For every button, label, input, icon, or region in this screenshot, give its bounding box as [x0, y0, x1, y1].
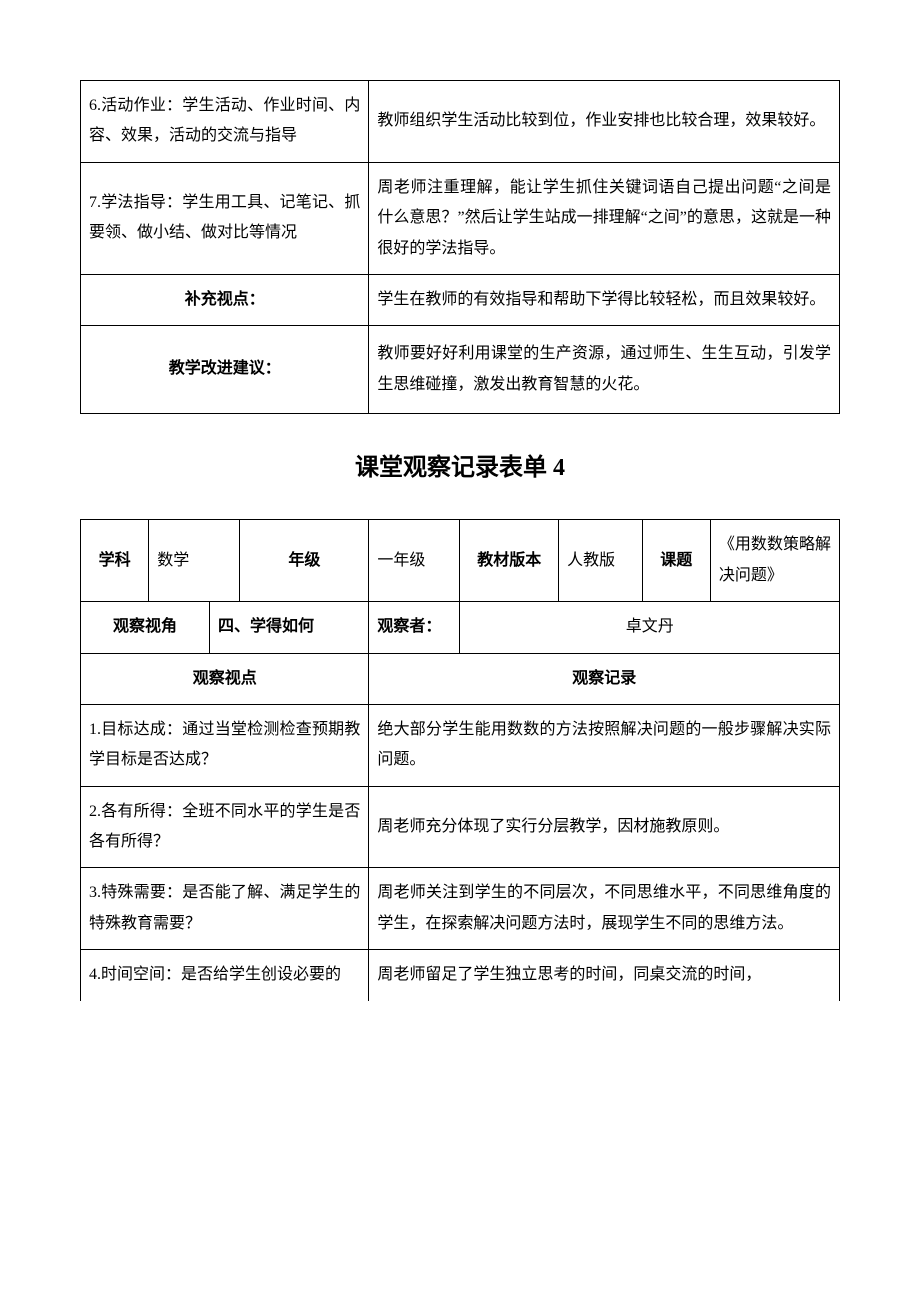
column-header-row: 观察视点 观察记录 [81, 653, 840, 704]
viewpoint-cell: 3.特殊需要：是否能了解、满足学生的特殊教育需要？ [81, 868, 369, 950]
header-row-1: 学科 数学 年级 一年级 教材版本 人教版 课题 《用数数策略解决问题》 [81, 520, 840, 602]
row-label: 教学改进建议： [81, 326, 369, 413]
table-row: 2.各有所得：全班不同水平的学生是否各有所得？ 周老师充分体现了实行分层教学，因… [81, 786, 840, 868]
table-row: 3.特殊需要：是否能了解、满足学生的特殊教育需要？ 周老师关注到学生的不同层次，… [81, 868, 840, 950]
angle-value: 四、学得如何 [210, 602, 369, 653]
record-cell: 周老师充分体现了实行分层教学，因材施教原则。 [369, 786, 840, 868]
row-content: 学生在教师的有效指导和帮助下学得比较轻松，而且效果较好。 [369, 274, 840, 325]
record-cell: 绝大部分学生能用数数的方法按照解决问题的一般步骤解决实际问题。 [369, 704, 840, 786]
row-content: 教师组织学生活动比较到位，作业安排也比较合理，效果较好。 [369, 81, 840, 163]
table-row: 7.学法指导：学生用工具、记笔记、抓要领、做小结、做对比等情况 周老师注重理解，… [81, 162, 840, 274]
observation-table-main: 学科 数学 年级 一年级 教材版本 人教版 课题 《用数数策略解决问题》 观察视… [80, 519, 840, 1000]
observation-table-top: 6.活动作业：学生活动、作业时间、内容、效果，活动的交流与指导 教师组织学生活动… [80, 80, 840, 414]
topic-label: 课题 [642, 520, 710, 602]
viewpoint-cell: 4.时间空间：是否给学生创设必要的 [81, 950, 369, 1001]
header-row-2: 观察视角 四、学得如何 观察者： 卓文丹 [81, 602, 840, 653]
subject-value: 数学 [149, 520, 240, 602]
row-label: 6.活动作业：学生活动、作业时间、内容、效果，活动的交流与指导 [81, 81, 369, 163]
observer-value: 卓文丹 [460, 602, 840, 653]
viewpoint-cell: 1.目标达成：通过当堂检测检查预期教学目标是否达成？ [81, 704, 369, 786]
table-row: 1.目标达成：通过当堂检测检查预期教学目标是否达成？ 绝大部分学生能用数数的方法… [81, 704, 840, 786]
section-title: 课堂观察记录表单 4 [80, 446, 840, 492]
table-row: 补充视点： 学生在教师的有效指导和帮助下学得比较轻松，而且效果较好。 [81, 274, 840, 325]
table-row: 4.时间空间：是否给学生创设必要的 周老师留足了学生独立思考的时间，同桌交流的时… [81, 950, 840, 1001]
record-column-header: 观察记录 [369, 653, 840, 704]
viewpoint-cell: 2.各有所得：全班不同水平的学生是否各有所得？ [81, 786, 369, 868]
row-label: 补充视点： [81, 274, 369, 325]
observer-label: 观察者： [369, 602, 460, 653]
table-row: 6.活动作业：学生活动、作业时间、内容、效果，活动的交流与指导 教师组织学生活动… [81, 81, 840, 163]
textbook-label: 教材版本 [460, 520, 559, 602]
viewpoint-column-header: 观察视点 [81, 653, 369, 704]
record-cell: 周老师关注到学生的不同层次，不同思维水平，不同思维角度的学生，在探索解决问题方法… [369, 868, 840, 950]
textbook-value: 人教版 [559, 520, 642, 602]
grade-label: 年级 [240, 520, 369, 602]
table-row: 教学改进建议： 教师要好好利用课堂的生产资源，通过师生、生生互动，引发学生思维碰… [81, 326, 840, 413]
record-cell: 周老师留足了学生独立思考的时间，同桌交流的时间， [369, 950, 840, 1001]
subject-label: 学科 [81, 520, 149, 602]
topic-value: 《用数数策略解决问题》 [710, 520, 839, 602]
row-label: 7.学法指导：学生用工具、记笔记、抓要领、做小结、做对比等情况 [81, 162, 369, 274]
grade-value: 一年级 [369, 520, 460, 602]
row-content: 周老师注重理解，能让学生抓住关键词语自己提出问题“之间是什么意思？”然后让学生站… [369, 162, 840, 274]
angle-label: 观察视角 [81, 602, 210, 653]
row-content: 教师要好好利用课堂的生产资源，通过师生、生生互动，引发学生思维碰撞，激发出教育智… [369, 326, 840, 413]
